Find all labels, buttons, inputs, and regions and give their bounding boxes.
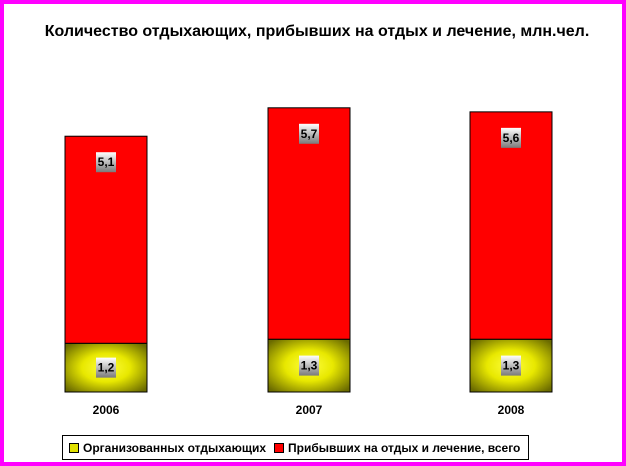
chart-title: Количество отдыхающих, прибывших на отды… [44, 23, 590, 40]
data-label-total-2007: 5,7 [301, 127, 318, 141]
legend-item-organized: Организованных отдыхающих [69, 441, 266, 455]
bar-total-2007 [267, 107, 351, 340]
data-label-total-2006-box [96, 152, 116, 173]
data-label-organized-2007-box [299, 355, 319, 376]
data-label-total-2008-box [501, 127, 521, 148]
legend-swatch-organized [69, 442, 79, 453]
data-label-total-2007-box [299, 123, 319, 144]
chart-legend: Организованных отдыхающих Прибывших на о… [62, 435, 530, 460]
data-label-organized-2006: 1,2 [98, 361, 115, 375]
data-label-organized-2006-box [96, 357, 116, 378]
x-tick-label-2006: 2006 [93, 403, 120, 417]
data-label-organized-2008: 1,3 [503, 359, 520, 373]
legend-label-organized: Организованных отдыхающих [83, 440, 266, 455]
bar-total-2008 [469, 111, 553, 340]
data-label-total-2008: 5,6 [503, 131, 520, 145]
data-label-organized-2008-box [501, 355, 521, 376]
data-label-total-2006: 5,1 [98, 155, 115, 169]
x-tick-label-2007: 2007 [296, 403, 323, 417]
chart-plot: 1,2 5,1 2006 1,3 5,7 2007 1,3 5,6 2008 [64, 107, 553, 417]
data-label-organized-2007: 1,3 [301, 359, 318, 373]
x-tick-label-2008: 2008 [498, 403, 525, 417]
legend-item-total: Прибывших на отдых и лечение, всего [274, 441, 520, 455]
legend-label-total: Прибывших на отдых и лечение, всего [288, 440, 521, 455]
legend-swatch-total [274, 442, 284, 453]
